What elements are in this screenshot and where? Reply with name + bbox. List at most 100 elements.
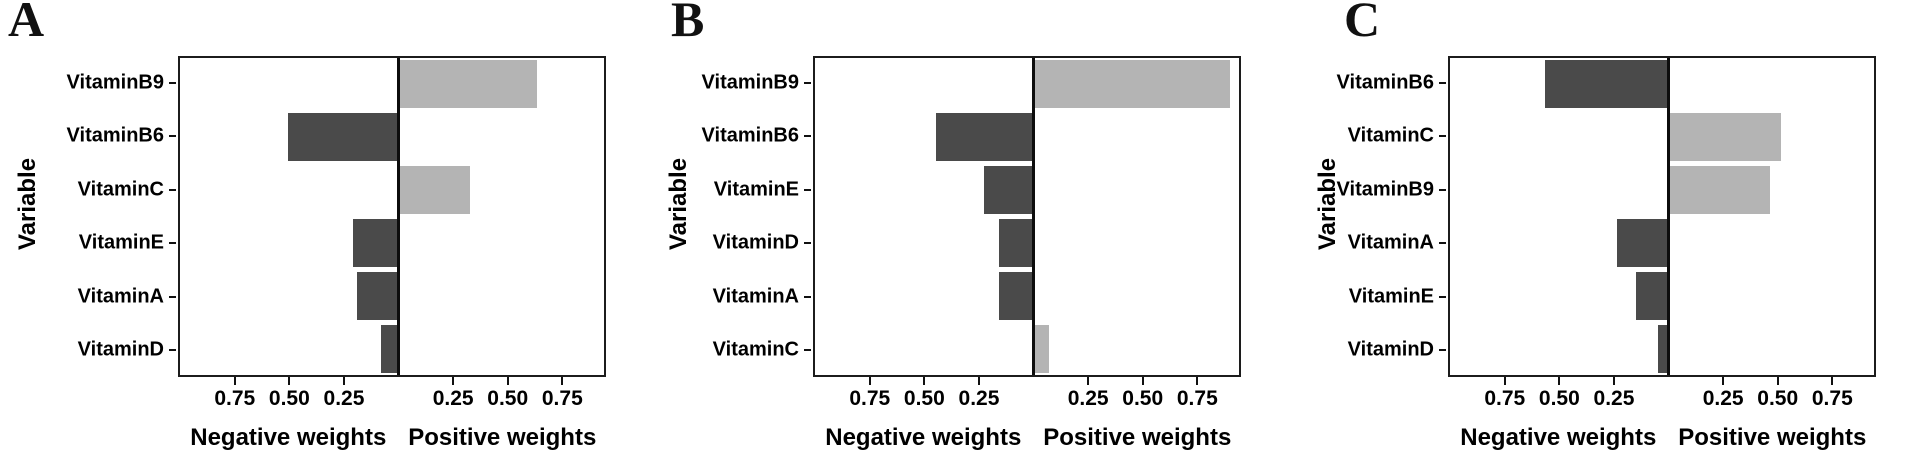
y-tick-mark <box>169 188 176 191</box>
bar-vitamina <box>1616 218 1669 267</box>
bars-container <box>815 58 1239 375</box>
bars-container <box>1450 58 1874 375</box>
bar-vitamina <box>357 271 399 320</box>
x-tick-label: 0.25 <box>1702 387 1744 410</box>
y-axis-label: VitaminE <box>78 231 164 254</box>
bar-vitaminb9 <box>398 60 537 109</box>
y-tick-mark <box>169 81 176 84</box>
y-axis-label: VitaminB9 <box>701 71 799 94</box>
y-tick-mark <box>169 135 176 138</box>
bar-vitamine <box>983 166 1034 215</box>
x-tick-label: 0.50 <box>487 387 529 410</box>
zero-axis-line <box>1031 58 1035 375</box>
zero-axis-line <box>1666 58 1670 375</box>
x-tick-mark <box>561 377 564 385</box>
plot-area <box>1448 56 1876 377</box>
y-tick-mark <box>804 188 811 191</box>
bar-vitaminb9 <box>1033 60 1231 109</box>
y-tick-mark <box>804 349 811 352</box>
positive-weights-label: Positive weights <box>1678 424 1867 451</box>
bar-vitaminc <box>1033 324 1049 373</box>
y-axis-label: VitaminB9 <box>66 71 164 94</box>
x-tick-mark <box>1141 377 1144 385</box>
x-tick-label: 0.25 <box>958 387 1000 410</box>
x-tick-label: 0.25 <box>432 387 474 410</box>
x-tick-mark <box>868 377 871 385</box>
bar-vitamind <box>381 324 399 373</box>
y-tick-mark <box>804 135 811 138</box>
x-axis-ticks: 0.75 0.50 0.25 0.25 0.50 0.75 <box>1448 377 1876 419</box>
x-tick-mark <box>1722 377 1725 385</box>
x-tick-label: 0.50 <box>268 387 310 410</box>
bar-vitamind <box>1657 324 1669 373</box>
x-tick-label: 0.75 <box>214 387 256 410</box>
x-axis-titles: Negative weights Positive weights <box>813 424 1241 458</box>
x-tick-label: 0.75 <box>1484 387 1526 410</box>
x-tick-label: 0.25 <box>1593 387 1635 410</box>
plot-area <box>178 56 606 377</box>
x-axis-ticks: 0.75 0.50 0.25 0.25 0.50 0.75 <box>178 377 606 419</box>
y-tick-mark <box>804 81 811 84</box>
x-tick-label: 0.75 <box>541 387 583 410</box>
y-axis-label: VitaminD <box>1347 338 1434 361</box>
bar-vitaminb6 <box>936 113 1034 162</box>
x-axis-titles: Negative weights Positive weights <box>1448 424 1876 458</box>
x-tick-label: 0.50 <box>1757 387 1799 410</box>
y-tick-mark <box>169 295 176 298</box>
y-tick-mark <box>1439 135 1446 138</box>
positive-weights-label: Positive weights <box>408 424 597 451</box>
y-axis-labels: VitaminB6 VitaminC VitaminB9 VitaminA Vitami… <box>1270 56 1448 377</box>
negative-weights-label: Negative weights <box>190 424 387 451</box>
x-tick-mark <box>1831 377 1834 385</box>
y-tick-mark <box>1439 349 1446 352</box>
y-tick-mark <box>1439 242 1446 245</box>
bar-vitaminc <box>1668 113 1781 162</box>
y-axis-label: VitaminD <box>712 231 799 254</box>
y-axis-labels: VitaminB9 VitaminB6 VitaminE VitaminD Vitami… <box>635 56 813 377</box>
y-axis-label: VitaminA <box>1347 231 1434 254</box>
y-axis-labels: VitaminB9 VitaminB6 VitaminC VitaminE Vitami… <box>0 56 178 377</box>
x-tick-mark <box>233 377 236 385</box>
plot-area <box>813 56 1241 377</box>
x-tick-mark <box>342 377 345 385</box>
bar-vitaminc <box>398 166 470 215</box>
y-axis-label: VitaminB6 <box>701 124 799 147</box>
bar-vitamine <box>353 218 399 267</box>
y-axis-label: VitaminC <box>77 178 164 201</box>
y-axis-label: VitaminA <box>77 285 164 308</box>
x-tick-mark <box>1196 377 1199 385</box>
y-axis-label: VitaminA <box>712 285 799 308</box>
panel-a: A Variable VitaminB9 VitaminB6 VitaminC Vit… <box>0 0 635 464</box>
x-tick-mark <box>1503 377 1506 385</box>
x-tick-mark <box>288 377 291 385</box>
negative-weights-label: Negative weights <box>1460 424 1657 451</box>
y-tick-mark <box>169 242 176 245</box>
y-tick-mark <box>804 242 811 245</box>
x-tick-mark <box>1776 377 1779 385</box>
y-tick-mark <box>804 295 811 298</box>
y-axis-label: VitaminB6 <box>66 124 164 147</box>
x-tick-label: 0.75 <box>1811 387 1853 410</box>
y-tick-mark <box>169 349 176 352</box>
y-axis-label: VitaminC <box>1347 124 1434 147</box>
y-axis-label: VitaminB9 <box>1336 178 1434 201</box>
x-tick-mark <box>452 377 455 385</box>
positive-weights-label: Positive weights <box>1043 424 1232 451</box>
x-tick-mark <box>1612 377 1615 385</box>
panel-letter-c: C <box>1344 0 1381 47</box>
y-axis-label: VitaminB6 <box>1336 71 1434 94</box>
x-tick-label: 0.25 <box>1067 387 1109 410</box>
x-tick-label: 0.75 <box>849 387 891 410</box>
x-tick-label: 0.75 <box>1176 387 1218 410</box>
bars-container <box>180 58 604 375</box>
bar-vitaminb6 <box>288 113 399 162</box>
y-tick-mark <box>1439 295 1446 298</box>
x-tick-mark <box>1087 377 1090 385</box>
bar-vitaminb9 <box>1668 166 1771 215</box>
y-tick-mark <box>1439 81 1446 84</box>
zero-axis-line <box>396 58 400 375</box>
y-tick-mark <box>1439 188 1446 191</box>
panel-letter-b: B <box>671 0 705 47</box>
panel-b: B Variable VitaminB9 VitaminB6 VitaminE Vit… <box>635 0 1270 464</box>
